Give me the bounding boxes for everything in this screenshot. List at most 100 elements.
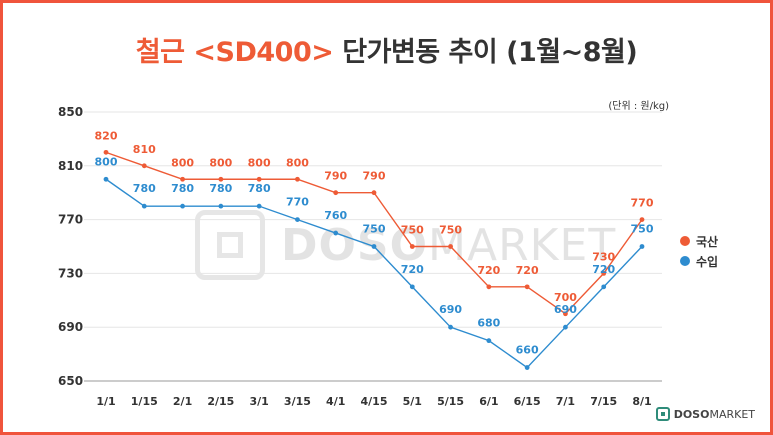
data-point (218, 203, 224, 209)
data-point (256, 203, 262, 209)
data-labels: 820 810 800 800 800 800 790 790 750 750 720 720 700 7… (95, 129, 654, 356)
data-point (524, 365, 530, 370)
data-point (563, 324, 568, 330)
x-tick-label: 6/1 (479, 395, 498, 408)
x-tick-label: 2/1 (173, 395, 192, 408)
series-group (103, 149, 645, 370)
y-tick-label: 770 (58, 213, 83, 227)
y-tick-label: 850 (58, 105, 83, 119)
x-tick-label: 7/15 (590, 395, 617, 408)
data-point (256, 176, 262, 182)
legend-dot-import (680, 256, 690, 266)
chart-title-accent: 철근 <SD400> (135, 37, 334, 68)
data-label: 820 (95, 129, 118, 142)
x-tick-label: 4/15 (361, 395, 388, 408)
x-tick-label: 3/1 (249, 395, 268, 408)
legend-label-domestic: 국산 (696, 234, 719, 249)
data-point (371, 244, 377, 249)
data-point (333, 230, 339, 236)
data-label: 800 (248, 156, 271, 169)
data-point (639, 244, 645, 249)
x-tick-label: 1/1 (96, 395, 115, 408)
x-tick-label: 2/15 (207, 395, 234, 408)
y-tick-label: 810 (58, 159, 83, 173)
data-point (295, 217, 300, 223)
data-label: 750 (631, 223, 654, 236)
data-point (639, 217, 645, 223)
data-point (218, 176, 224, 182)
legend-item-import: 수입 (680, 251, 718, 271)
legend: 국산 수입 (680, 231, 718, 271)
data-point (409, 284, 415, 290)
x-axis: 1/1 1/15 2/1 2/15 3/1 3/15 4/1 4/15 5/1 5/15 6/1 6/… (96, 395, 651, 408)
data-label: 720 (477, 264, 500, 277)
data-label: 800 (286, 156, 309, 169)
legend-dot-domestic (680, 236, 690, 246)
data-point (486, 338, 492, 344)
x-tick-label: 5/15 (437, 395, 464, 408)
brand-logo-icon (655, 407, 670, 421)
data-label: 750 (363, 223, 386, 236)
data-point (448, 324, 453, 330)
data-label: 690 (554, 303, 577, 316)
data-point (141, 203, 147, 209)
data-label: 790 (324, 170, 347, 183)
x-tick-label: 4/1 (326, 395, 345, 408)
data-label: 780 (133, 182, 156, 195)
data-label: 690 (439, 303, 462, 316)
x-tick-label: 5/1 (403, 395, 422, 408)
data-label: 720 (516, 264, 539, 277)
data-point (103, 176, 109, 182)
data-label: 780 (209, 182, 232, 195)
data-point (103, 149, 109, 155)
data-label: 720 (401, 263, 424, 276)
data-point (524, 284, 530, 290)
data-point (563, 311, 568, 317)
data-label: 660 (516, 344, 539, 357)
data-point (371, 190, 377, 196)
data-label: 770 (286, 196, 309, 209)
data-label: 790 (363, 170, 386, 183)
data-label: 750 (439, 224, 462, 237)
x-tick-label: 7/1 (556, 395, 575, 408)
y-tick-label: 650 (58, 374, 83, 388)
data-label: 800 (95, 155, 118, 168)
data-point (601, 271, 607, 276)
data-label: 700 (554, 291, 577, 304)
x-tick-label: 8/1 (632, 395, 651, 408)
data-point (486, 284, 492, 290)
data-point (601, 284, 607, 290)
chart-title: 철근 <SD400> 단가변동 추이 (1월~8월) (0, 30, 773, 69)
data-label: 730 (592, 250, 615, 263)
brand-logo: DOSO MARKET (655, 407, 755, 421)
y-axis: 650 690 730 770 810 850 (58, 105, 83, 388)
data-point (333, 190, 339, 196)
data-label: 800 (209, 156, 232, 169)
y-tick-label: 730 (58, 266, 83, 280)
data-point (409, 244, 415, 249)
data-point (295, 176, 300, 182)
x-tick-label: 1/15 (131, 395, 158, 408)
brand-logo-text-light: MARKET (709, 407, 755, 421)
legend-item-domestic: 국산 (680, 231, 718, 251)
data-point (141, 163, 147, 169)
data-label: 810 (133, 143, 156, 156)
data-label: 680 (477, 317, 500, 330)
legend-label-import: 수입 (696, 254, 719, 269)
data-point (448, 244, 453, 249)
x-tick-label: 3/15 (284, 395, 311, 408)
data-label: 720 (592, 263, 615, 276)
data-label: 780 (171, 182, 194, 195)
data-label: 800 (171, 156, 194, 169)
x-tick-label: 6/15 (514, 395, 541, 408)
data-label: 750 (401, 224, 424, 237)
unit-label: (단위 : 원/kg) (608, 101, 669, 112)
chart-title-rest: 단가변동 추이 (1월~8월) (333, 37, 638, 68)
data-label: 780 (248, 182, 271, 195)
data-point (180, 176, 185, 182)
data-point (180, 203, 185, 209)
y-tick-label: 690 (58, 320, 83, 334)
data-label: 770 (631, 197, 654, 210)
